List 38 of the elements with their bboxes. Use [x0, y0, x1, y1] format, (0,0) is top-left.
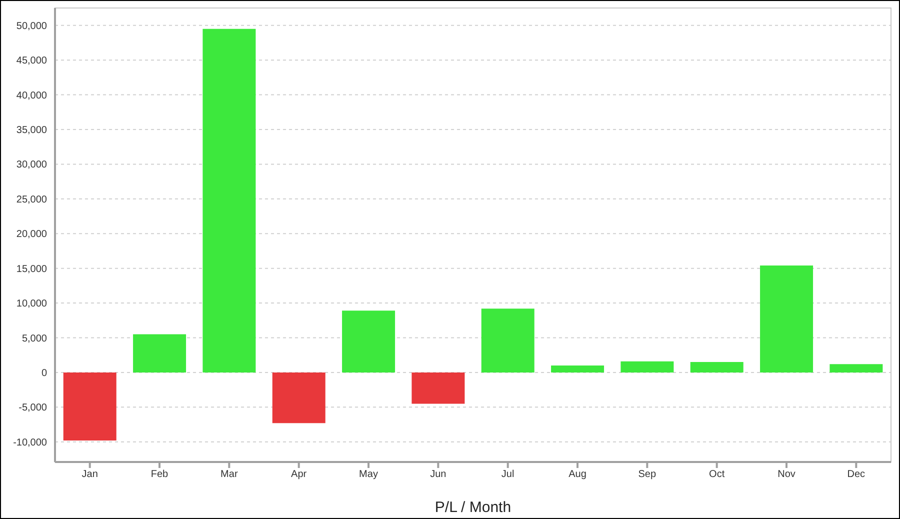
- x-tick-label: May: [359, 469, 378, 480]
- y-tick-label: -5,000: [18, 402, 48, 414]
- y-tick-label: -10,000: [13, 437, 48, 448]
- y-tick-label: 5,000: [22, 333, 48, 344]
- x-tick-label: Jun: [430, 469, 446, 480]
- bar: [342, 310, 396, 372]
- bar: [202, 28, 256, 372]
- bar: [760, 266, 814, 372]
- bar: [272, 372, 326, 424]
- x-tick-label: Jan: [82, 469, 98, 480]
- x-tick-label: Nov: [778, 469, 796, 480]
- x-tick-label: Sep: [638, 469, 656, 480]
- y-tick-label: 35,000: [16, 125, 48, 136]
- bar: [551, 366, 604, 372]
- x-axis-title: P/L / Month: [434, 499, 512, 516]
- y-tick-label: 15,000: [16, 264, 48, 275]
- x-tick-label: Dec: [847, 469, 866, 480]
- bar: [830, 364, 883, 372]
- bar: [412, 372, 465, 404]
- bar: [133, 334, 186, 372]
- x-tick-label: Apr: [291, 469, 308, 480]
- x-tick-label: Feb: [150, 469, 169, 480]
- x-tick-label: Mar: [220, 469, 238, 480]
- y-tick-label: 30,000: [16, 160, 48, 171]
- y-tick-label: 50,000: [16, 20, 48, 32]
- bar: [620, 361, 674, 372]
- y-tick-label: 45,000: [16, 56, 48, 67]
- y-tick-label: 0: [41, 368, 48, 379]
- y-tick-label: 40,000: [16, 90, 48, 102]
- bar: [481, 308, 534, 372]
- x-tick-label: Aug: [568, 469, 586, 480]
- bar: [63, 372, 116, 440]
- y-tick-label: 25,000: [16, 194, 48, 206]
- x-tick-label: Jul: [501, 469, 514, 480]
- x-tick-label: Oct: [709, 469, 725, 480]
- y-tick-label: 20,000: [16, 229, 48, 240]
- y-tick-label: 10,000: [16, 298, 48, 310]
- bar: [690, 362, 744, 372]
